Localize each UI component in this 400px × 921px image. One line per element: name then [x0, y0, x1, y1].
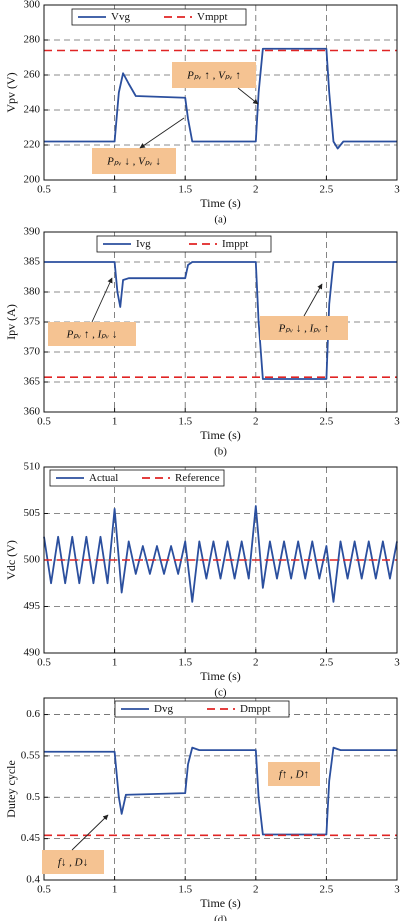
y-tick-label: 0.55 [21, 749, 41, 761]
x-tick-label: 3 [394, 657, 400, 669]
y-tick-label: 0.6 [26, 708, 40, 720]
y-tick-label: 200 [24, 174, 41, 186]
x-tick-label: 1.5 [178, 416, 192, 428]
x-tick-label: 1.5 [178, 884, 192, 896]
y-tick-label: 365 [24, 376, 41, 388]
x-tick-label: 2 [253, 884, 259, 896]
annotation-arrow [139, 117, 185, 149]
y-tick-label: 390 [24, 226, 41, 238]
x-tick-label: 1 [112, 884, 118, 896]
y-tick-label: 360 [24, 406, 41, 418]
series-line [44, 261, 397, 380]
y-tick-label: 220 [24, 139, 41, 151]
annotation: Pₚᵥ ↓ , Vₚᵥ ↓ [106, 156, 161, 168]
plot-frame [43, 231, 398, 413]
x-tick-label: 3 [394, 884, 400, 896]
legend-label: Actual [89, 472, 118, 484]
legend-label: Ivg [136, 238, 151, 250]
legend-box [49, 469, 225, 487]
y-tick-label: 300 [24, 0, 41, 11]
x-tick-label: 2.5 [320, 884, 334, 896]
y-tick-label: 505 [24, 507, 41, 519]
x-tick-label: 0.5 [37, 884, 51, 896]
annotation-box [42, 850, 104, 874]
x-tick-label: 2.5 [320, 657, 334, 669]
y-tick-label: 0.4 [26, 874, 40, 886]
annotation: Pₚᵥ ↑ , Vₚᵥ ↑ [186, 70, 241, 82]
annotation-box [268, 762, 320, 786]
annotation-box [260, 316, 348, 340]
x-tick-label: 2 [253, 184, 259, 196]
legend-label: Dvg [154, 703, 173, 715]
y-axis-label: Ipv (A) [4, 304, 18, 340]
y-tick-label: 500 [24, 554, 41, 566]
annotation-arrow [71, 814, 109, 851]
y-tick-label: 280 [24, 34, 41, 46]
plot-frame [43, 4, 398, 181]
legend-label: Dmppt [240, 703, 271, 715]
annotation-box [48, 322, 136, 346]
x-tick-label: 2.5 [320, 416, 334, 428]
series-line [43, 505, 398, 603]
caption: (a) [214, 214, 227, 226]
annotation: Pₚᵥ ↑ , Iₚᵥ ↓ [66, 329, 118, 341]
series-line [44, 47, 397, 150]
annotation-box [92, 148, 176, 174]
y-tick-label: 240 [24, 104, 41, 116]
x-axis-label: Time (s) [200, 896, 241, 910]
x-tick-label: 0.5 [37, 416, 51, 428]
y-tick-label: 490 [24, 647, 41, 659]
x-tick-label: 1 [112, 657, 118, 669]
x-tick-label: 2 [253, 657, 259, 669]
annotation: f↓ , D↓ [58, 857, 88, 869]
y-tick-label: 260 [24, 69, 41, 81]
x-tick-label: 1 [112, 184, 118, 196]
annotation: f↑ , D↑ [279, 769, 309, 781]
y-tick-label: 0.5 [26, 791, 40, 803]
annotation-arrow [91, 277, 113, 323]
legend-box [96, 235, 272, 253]
legend-label: Imppt [222, 238, 248, 250]
y-axis-label: Vdc (V) [4, 540, 18, 580]
y-tick-label: 495 [24, 600, 41, 612]
x-tick-label: 2 [253, 416, 259, 428]
annotation-arrow [303, 283, 323, 317]
y-tick-label: 380 [24, 286, 41, 298]
series-line [44, 746, 397, 836]
x-tick-label: 3 [394, 416, 400, 428]
legend-box [114, 700, 290, 718]
x-tick-label: 0.5 [37, 657, 51, 669]
y-tick-label: 0.45 [21, 832, 41, 844]
legend-box [71, 8, 247, 26]
x-tick-label: 1.5 [178, 184, 192, 196]
annotation-arrow [237, 87, 259, 105]
x-tick-label: 1.5 [178, 657, 192, 669]
annotation: Pₚᵥ ↓ , Iₚᵥ ↑ [278, 323, 330, 335]
annotation-box [172, 62, 256, 88]
x-tick-label: 0.5 [37, 184, 51, 196]
x-tick-label: 1 [112, 416, 118, 428]
legend-label: Reference [175, 472, 220, 484]
y-axis-label: Vpv (V) [4, 72, 18, 112]
y-axis-label: Dutey cycle [4, 760, 18, 818]
plot-frame [43, 697, 398, 881]
x-tick-label: 2.5 [320, 184, 334, 196]
y-tick-label: 385 [24, 256, 41, 268]
caption: (d) [214, 914, 227, 921]
y-tick-label: 370 [24, 346, 41, 358]
y-tick-label: 510 [24, 461, 41, 473]
legend-label: Vvg [111, 11, 130, 23]
caption: (c) [214, 687, 227, 699]
plot-frame [43, 466, 398, 654]
caption: (b) [214, 446, 227, 458]
x-tick-label: 3 [394, 184, 400, 196]
x-axis-label: Time (s) [200, 669, 241, 683]
x-axis-label: Time (s) [200, 428, 241, 442]
y-tick-label: 375 [24, 316, 41, 328]
x-axis-label: Time (s) [200, 196, 241, 210]
legend-label: Vmppt [197, 11, 228, 23]
plot-background [44, 698, 397, 880]
